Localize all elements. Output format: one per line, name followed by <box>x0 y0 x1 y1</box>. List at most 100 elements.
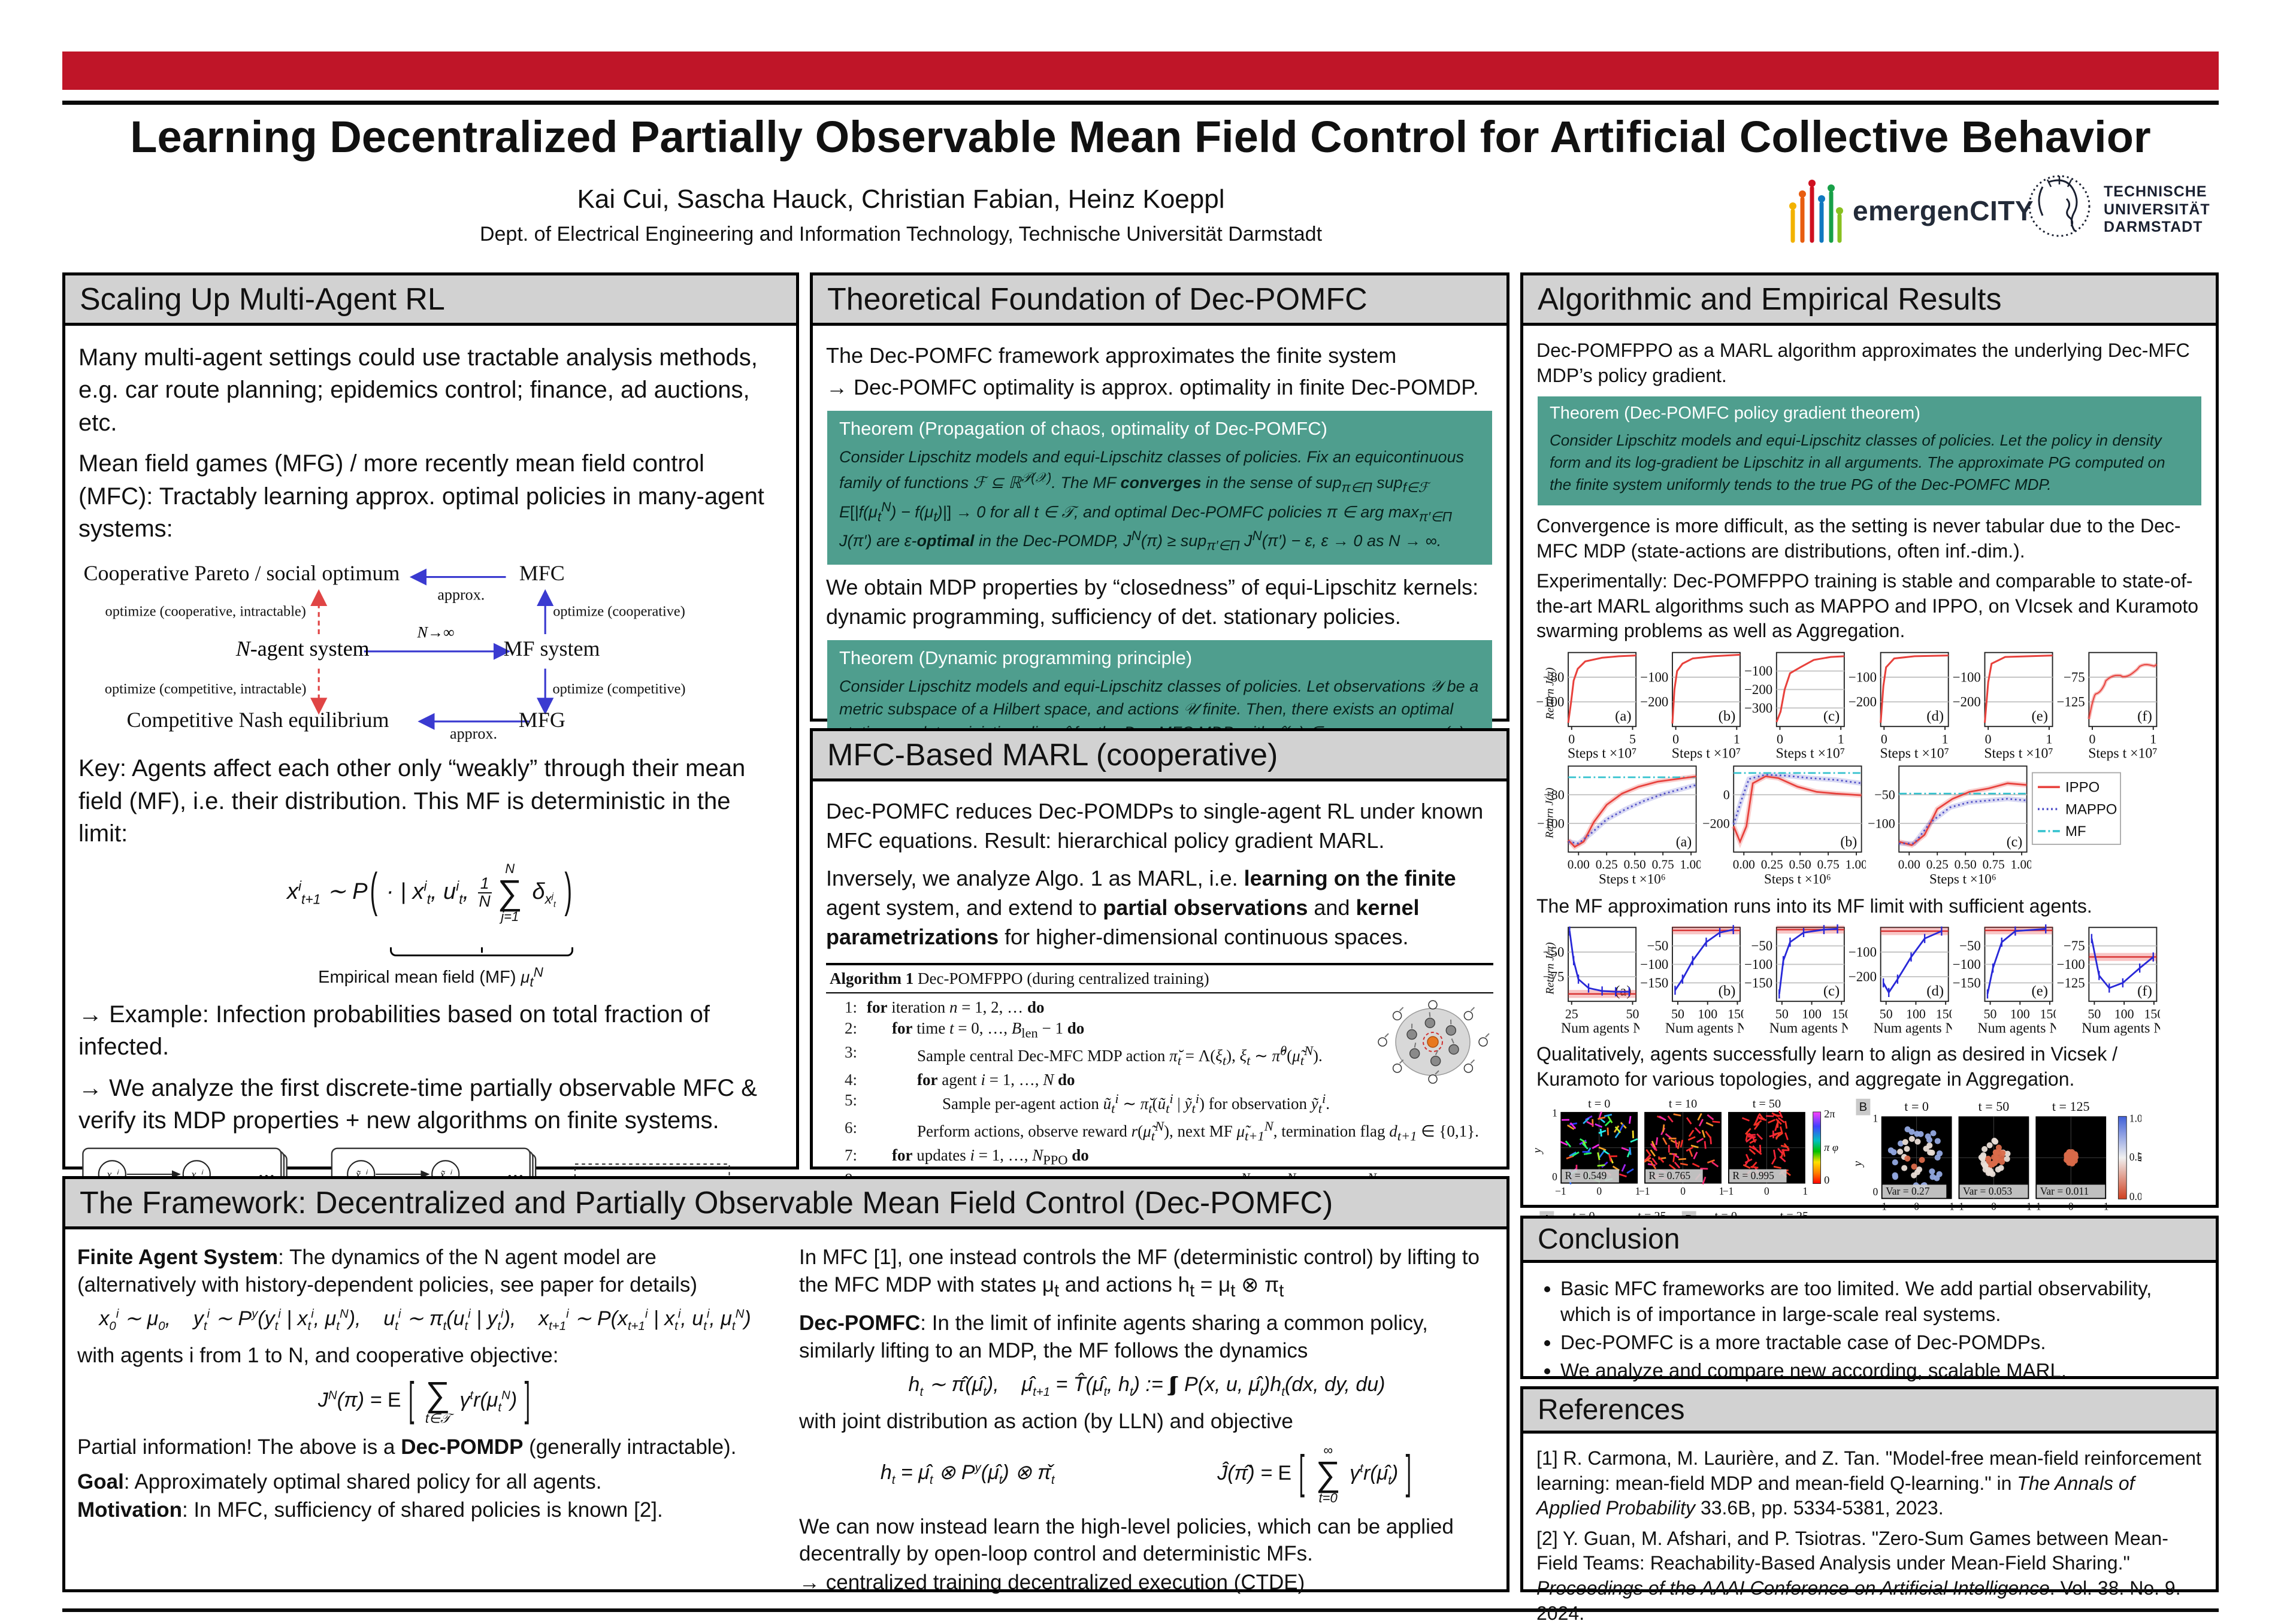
theory-p2: We obtain MDP properties by “closedness”… <box>826 575 1479 629</box>
section-theory-content: The Dec-POMFC framework approximates the… <box>813 326 1506 821</box>
references-list: [1] R. Carmona, M. Laurière, and Z. Tan.… <box>1523 1434 2216 1624</box>
algorithm-line: 6: Perform actions, observe reward r(μ̃tN… <box>844 1119 1479 1144</box>
svg-text:t = 50: t = 50 <box>1979 1099 2010 1114</box>
svg-text:0: 0 <box>1764 1185 1769 1197</box>
section-results-content: Dec-POMFPPO as a MARL algorithm approxim… <box>1523 326 2216 1316</box>
svg-text:−125: −125 <box>2057 695 2085 710</box>
fw-objective-equation: JN(π) = E [ ∑ t∈𝒯 γtr(μtN) ] <box>317 1373 531 1426</box>
emergencity-wordmark: emergenCITY <box>1853 195 2034 226</box>
scaling-key: Key: Agents affect each other only “weak… <box>78 755 746 847</box>
svg-text:optimize (cooperative): optimize (cooperative) <box>553 604 685 620</box>
svg-text:−125: −125 <box>2057 975 2085 990</box>
svg-text:(a): (a) <box>1615 708 1631 725</box>
svg-text:t = 0: t = 0 <box>1588 1098 1610 1111</box>
svg-text:−100: −100 <box>1536 695 1564 710</box>
section-scaling-title: Scaling Up Multi-Agent RL <box>65 275 796 326</box>
theorem-policy-gradient: Theorem (Dec-POMFC policy gradient theor… <box>1538 396 2201 505</box>
svg-text:0.0: 0.0 <box>2129 1190 2141 1202</box>
section-mfc-marl: MFC-Based MARL (cooperative) Dec-POMFC r… <box>810 728 1509 1261</box>
svg-text:−100: −100 <box>1953 669 1981 684</box>
svg-text:50: 50 <box>2088 1007 2101 1022</box>
svg-text:100: 100 <box>1906 1007 1926 1022</box>
svg-text:MF system: MF system <box>503 637 600 660</box>
svg-text:−100: −100 <box>2057 958 2085 972</box>
svg-text:(f): (f) <box>2137 708 2152 725</box>
fw-r-p5: → centralized training decentralized exe… <box>799 1570 1305 1594</box>
conclusion-bullets: Basic MFC frameworks are too limited. We… <box>1544 1276 2204 1384</box>
svg-text:0.75: 0.75 <box>1817 857 1840 871</box>
svg-text:0.50: 0.50 <box>1624 857 1646 871</box>
svg-text:Steps t ×10⁷: Steps t ×10⁷ <box>1984 746 2053 761</box>
svg-text:Var = 0.053: Var = 0.053 <box>1963 1185 2012 1197</box>
svg-text:R = 0.549: R = 0.549 <box>1565 1169 1607 1181</box>
svg-text:−100: −100 <box>1537 816 1565 831</box>
scaling-curves-row: Return J(π) −50 −75 25 50 (a) Num agents N −50−… <box>1535 924 2204 1037</box>
svg-text:0: 0 <box>1552 1171 1557 1183</box>
svg-text:−75: −75 <box>2064 939 2085 954</box>
bottom-rule <box>62 1608 2219 1612</box>
svg-text:Steps t ×10⁷: Steps t ×10⁷ <box>2088 746 2157 761</box>
svg-text:−1: −1 <box>1723 1185 1734 1197</box>
svg-text:−1: −1 <box>1875 1200 1887 1212</box>
svg-text:5: 5 <box>1629 732 1636 747</box>
section-references: References [1] R. Carmona, M. Laurière, … <box>1520 1386 2219 1624</box>
algorithm-line: 4: for agent i = 1, …, N do <box>844 1070 1075 1089</box>
svg-text:Num agents N: Num agents N <box>1561 1021 1639 1036</box>
svg-text:50: 50 <box>1984 1007 1997 1022</box>
svg-text:−200: −200 <box>1953 695 1981 710</box>
tu-darmstadt-logo: TECHNISCHE UNIVERSITÄT DARMSTADT <box>2025 169 2210 251</box>
results-p1: Dec-POMFPPO as a MARL algorithm approxim… <box>1536 340 2190 386</box>
svg-text:50: 50 <box>1775 1007 1789 1022</box>
svg-text:π φ: π φ <box>1824 1141 1838 1153</box>
fw-r-p3: with joint distribution as action (by LL… <box>799 1410 1293 1434</box>
svg-text:(d): (d) <box>1926 708 1944 725</box>
svg-text:1.00: 1.00 <box>1680 857 1701 871</box>
svg-text:Δr: Δr <box>2135 1152 2141 1164</box>
svg-text:t = 125: t = 125 <box>2052 1099 2090 1114</box>
svg-text:50: 50 <box>1880 1007 1893 1022</box>
fw-finite-agent-system: Finite Agent System: The dynamics of the… <box>77 1246 697 1296</box>
section-theory: Theoretical Foundation of Dec-POMFC The … <box>810 272 1509 805</box>
conclusion-bullet: Dec-POMFC is a more tractable case of De… <box>1560 1330 2204 1356</box>
svg-text:t = 0: t = 0 <box>1904 1099 1929 1114</box>
underbrace <box>77 935 784 962</box>
svg-text:50: 50 <box>1671 1007 1684 1022</box>
section-theory-title: Theoretical Foundation of Dec-POMFC <box>813 275 1506 326</box>
training-curves-row2: Return J(π) −80 −100 0.00 0.25 0.50 0.75 1.00 (a… <box>1535 762 2204 889</box>
svg-text:MFC: MFC <box>519 561 565 585</box>
svg-text:Return J(π): Return J(π) <box>1544 667 1556 720</box>
svg-text:150: 150 <box>1936 1007 1952 1022</box>
fw-p2: with agents i from 1 to N, and cooperati… <box>77 1343 559 1367</box>
scaling-p2: Mean field games (MFG) / more recently m… <box>78 450 764 542</box>
svg-text:Cooperative Pareto / social op: Cooperative Pareto / social optimum <box>84 561 400 585</box>
svg-text:−50: −50 <box>1543 945 1565 960</box>
svg-text:Return J(π): Return J(π) <box>1543 787 1556 838</box>
svg-text:Steps t ×10⁶: Steps t ×10⁶ <box>1599 871 1666 886</box>
svg-text:0: 0 <box>1672 732 1679 747</box>
svg-text:0: 0 <box>1881 732 1887 747</box>
svg-text:0.75: 0.75 <box>1983 857 2005 871</box>
svg-text:t = 10: t = 10 <box>1669 1098 1697 1111</box>
theorem1-body: Consider Lipschitz models and equi-Lipsc… <box>839 447 1465 553</box>
svg-text:25: 25 <box>1565 1007 1578 1022</box>
svg-text:Var = 0.011: Var = 0.011 <box>2040 1185 2089 1197</box>
svg-text:Num agents N: Num agents N <box>1977 1021 2056 1036</box>
svg-text:IPPO: IPPO <box>2065 779 2100 795</box>
svg-text:0.5: 0.5 <box>2129 1151 2141 1163</box>
section-framework: The Framework: Decentralized and Partial… <box>62 1176 1509 1594</box>
svg-text:(d): (d) <box>1926 983 1944 999</box>
svg-text:−50: −50 <box>1874 787 1895 802</box>
svg-text:1: 1 <box>1873 1112 1878 1124</box>
svg-text:150: 150 <box>2040 1007 2056 1022</box>
theory-p1b: → Dec-POMFC optimality is approx. optima… <box>826 374 1479 399</box>
results-p4: The MF approximation runs into its MF li… <box>1536 895 2092 917</box>
section-conclusion: Conclusion Basic MFC frameworks are too … <box>1520 1216 2219 1381</box>
svg-text:0: 0 <box>1777 732 1783 747</box>
svg-text:−50: −50 <box>1647 939 1669 954</box>
poster-authors: Kai Cui, Sascha Hauck, Christian Fabian,… <box>577 184 1225 214</box>
emergencity-icon <box>1788 176 1843 246</box>
svg-text:−100: −100 <box>1953 958 1981 972</box>
svg-text:0: 0 <box>1873 1185 1878 1197</box>
algorithm-line: 3: Sample central Dec-MFC MDP action π̆t … <box>844 1043 1323 1068</box>
svg-text:optimize (competitive, intract: optimize (competitive, intractable) <box>105 681 307 697</box>
